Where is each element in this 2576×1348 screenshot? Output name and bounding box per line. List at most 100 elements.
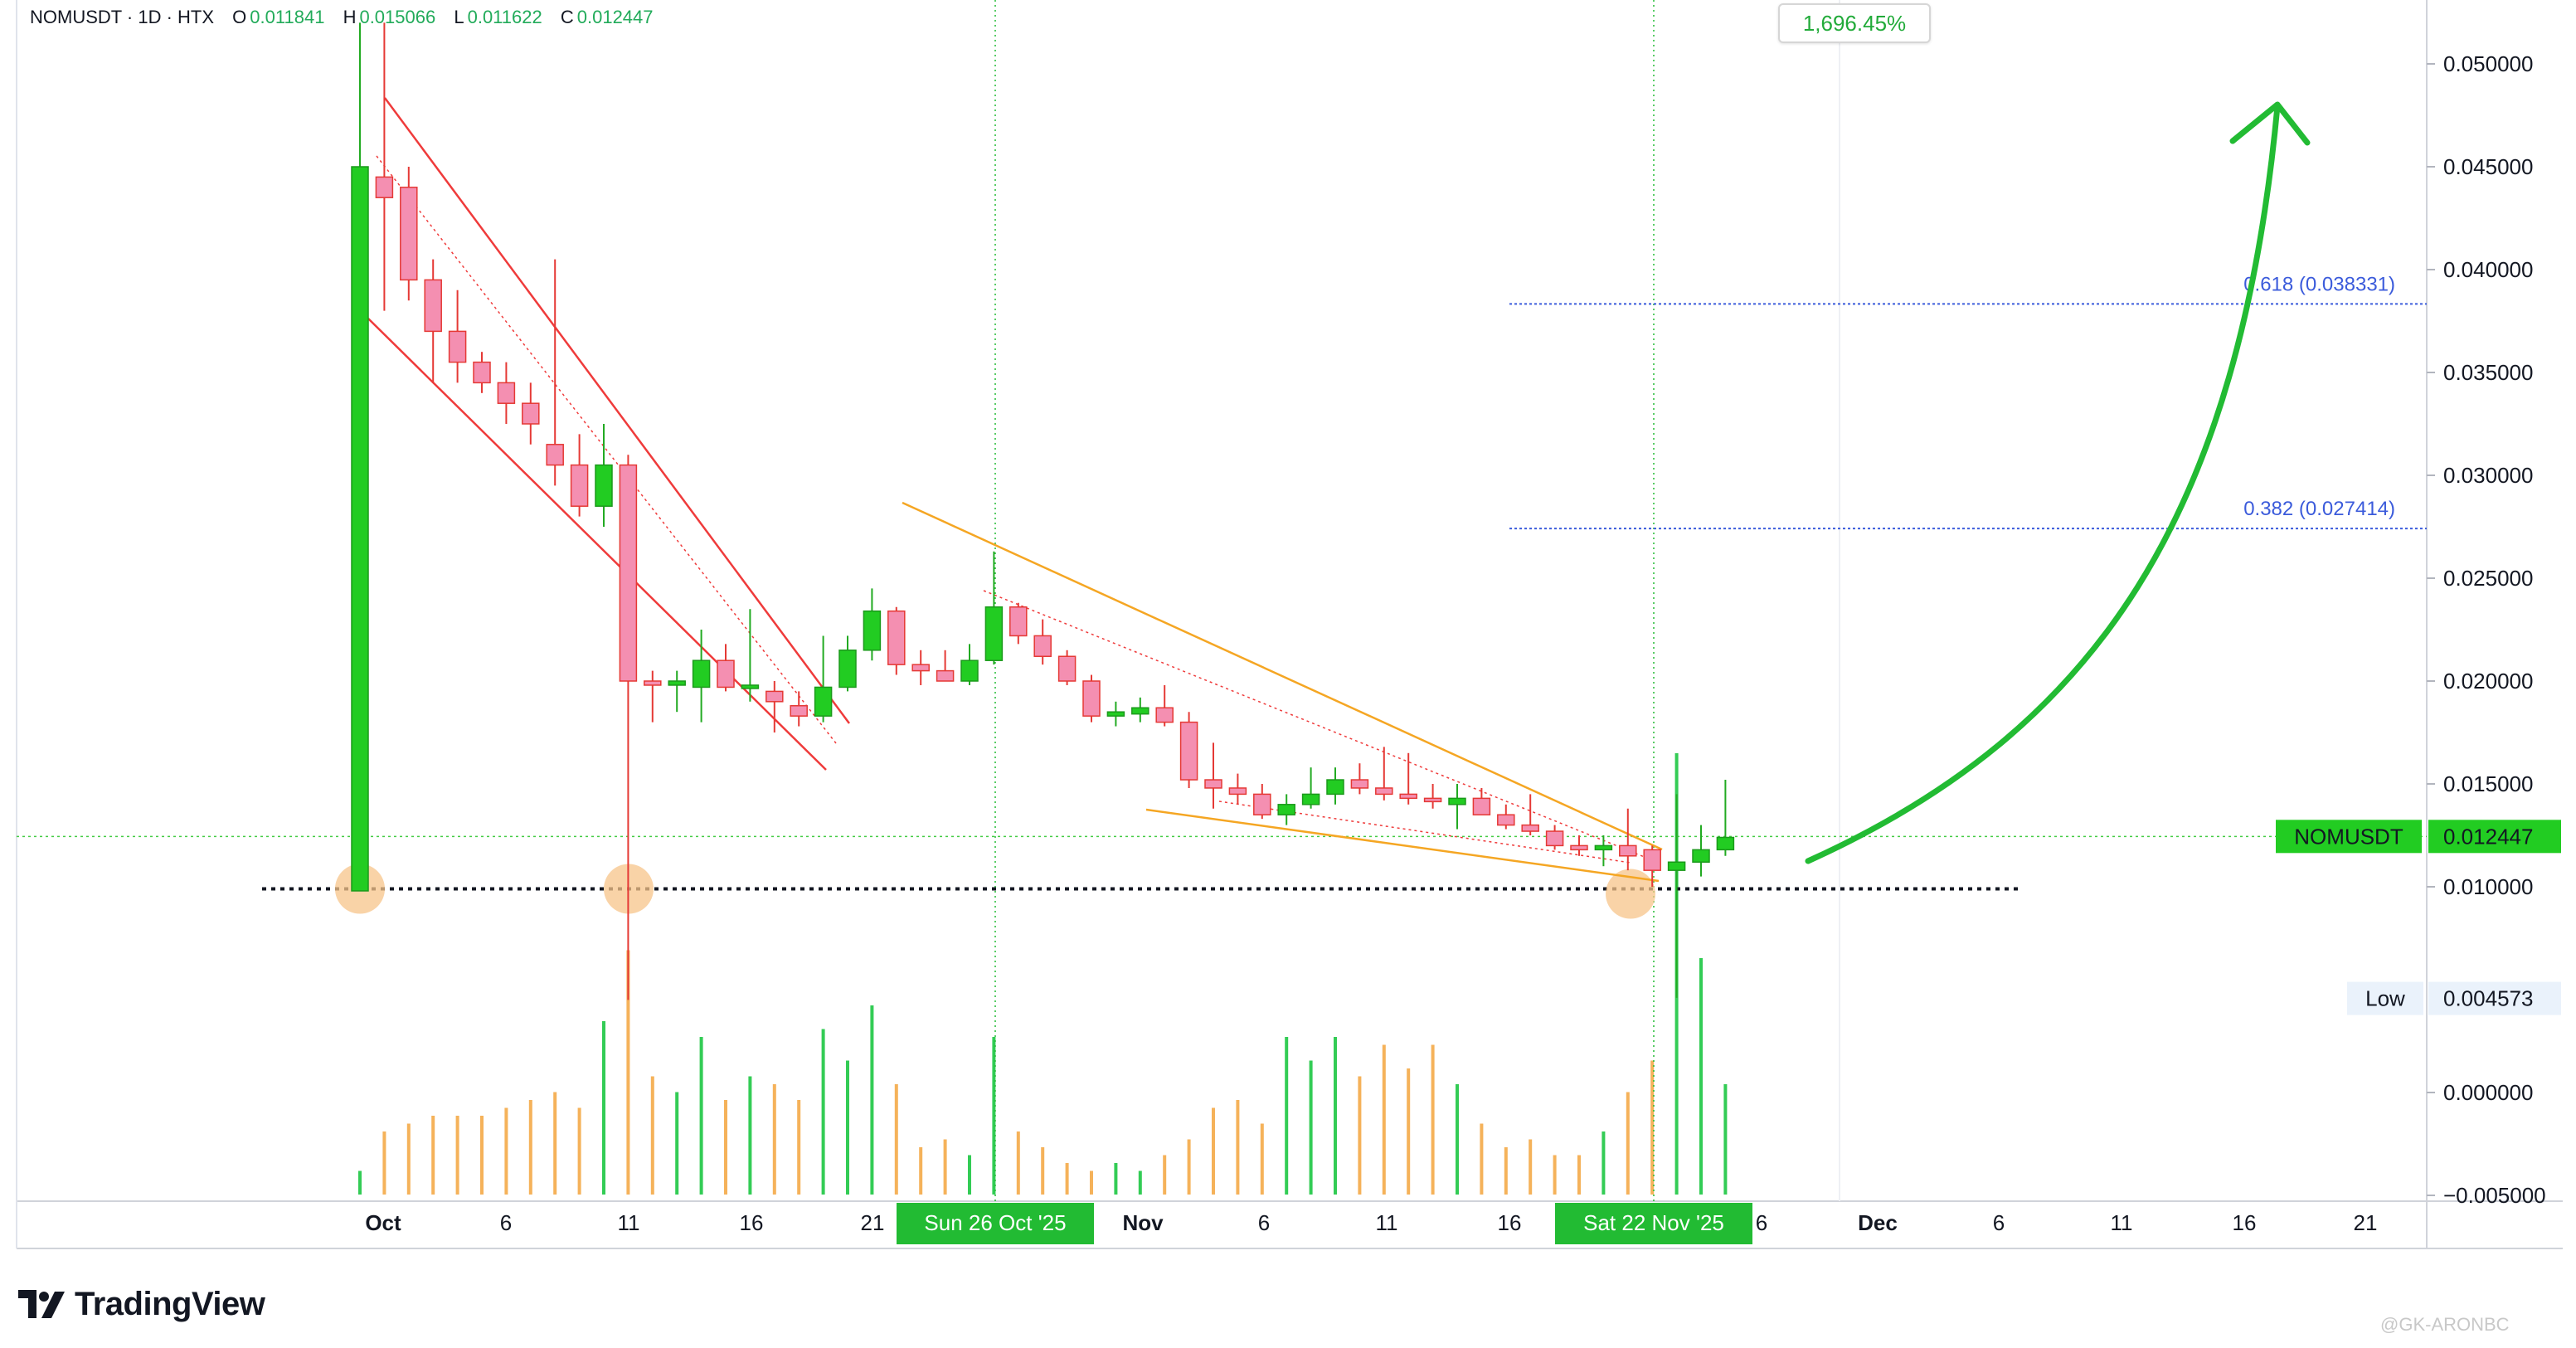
volume-bar	[1577, 1155, 1581, 1195]
symbol-price-tag-label: NOMUSDT	[2294, 824, 2403, 849]
volume-bar	[358, 1170, 362, 1195]
candle-body	[936, 669, 955, 682]
volume-bar	[1334, 1037, 1337, 1195]
volume-bar	[1138, 1170, 1142, 1195]
low-value-tag	[2428, 981, 2561, 1015]
candle-body	[1277, 804, 1295, 815]
candle-body	[473, 361, 491, 384]
volume-bar	[1285, 1037, 1289, 1195]
x-tick-label: Oct	[365, 1210, 401, 1235]
candle-body	[838, 650, 857, 689]
close-label: C	[560, 7, 574, 27]
wedge-upper-line	[902, 501, 1663, 851]
volume-bar	[1016, 1131, 1020, 1195]
y-tick-label: 0.025000	[2443, 566, 2533, 591]
volume-bar	[1553, 1155, 1557, 1195]
candle-body	[1570, 844, 1588, 851]
percent-change-badge[interactable]: 1,696.45%	[1778, 3, 1931, 43]
x-tick-label: 6	[500, 1210, 512, 1235]
channel-mid-line	[376, 155, 837, 744]
candle-body	[1667, 861, 1686, 871]
volume-bar	[1723, 1084, 1728, 1195]
fib-level-label: 0.618 (0.038331)	[2243, 273, 2395, 295]
volume-bar	[1065, 1163, 1069, 1195]
volume-bar	[968, 1155, 971, 1195]
bullish-arrow-head	[2229, 101, 2311, 146]
plot-area	[17, 0, 2427, 1201]
volume-bar	[1041, 1147, 1045, 1195]
x-tick-label: Dec	[1858, 1210, 1898, 1235]
candle-body	[1326, 779, 1344, 796]
candle-body	[570, 464, 589, 507]
volume-bar	[1212, 1107, 1215, 1195]
bullish-arrow	[1805, 103, 2281, 864]
candle-body	[1399, 793, 1417, 800]
volume-bar	[431, 1116, 435, 1195]
volume-bar	[1626, 1092, 1630, 1195]
y-tick-label: 0.020000	[2443, 669, 2533, 693]
y-tick-label: 0.030000	[2443, 463, 2533, 488]
high-value: 0.015066	[359, 7, 436, 27]
x-tick-label: 6	[1993, 1210, 2005, 1235]
candle-body	[1521, 824, 1539, 832]
volume-bar	[1358, 1076, 1362, 1195]
y-tick-label: 0.015000	[2443, 771, 2533, 796]
candle-body	[1204, 779, 1222, 789]
y-tick-label: 0.010000	[2443, 874, 2533, 899]
volume-bar	[1699, 958, 1703, 1195]
candle-body	[448, 330, 467, 363]
candle-body	[1009, 606, 1028, 637]
candle-body	[1033, 635, 1052, 657]
candle-body	[717, 659, 735, 689]
candle-body	[887, 610, 906, 665]
chart-grid	[16, 0, 2563, 1249]
x-tick-label: 6	[1756, 1210, 1767, 1235]
volume-bar	[919, 1147, 923, 1195]
volume-bar	[553, 1092, 557, 1195]
date-highlight-label: Sun 26 Oct '25	[924, 1210, 1066, 1235]
candle-body	[692, 659, 711, 689]
volume-bar	[650, 1076, 654, 1195]
y-tick-label: 0.050000	[2443, 51, 2533, 76]
close-value: 0.012447	[576, 7, 654, 27]
volume-bar	[1309, 1060, 1313, 1195]
volume-bar	[504, 1107, 508, 1195]
candle-body	[1350, 779, 1369, 789]
volume-bar	[821, 1029, 825, 1195]
tradingview-logo[interactable]: TradingView	[18, 1286, 265, 1323]
volume-bar	[724, 1100, 727, 1195]
candle-body	[1619, 844, 1637, 857]
volume-bar	[1431, 1044, 1435, 1195]
x-tick-label: 6	[1258, 1210, 1270, 1235]
volume-bar	[528, 1100, 532, 1195]
candle-body	[522, 402, 540, 425]
candle-body	[497, 382, 516, 404]
volume-bar	[1382, 1044, 1386, 1195]
volume-bar	[1187, 1139, 1191, 1195]
volume-bar	[1601, 1131, 1606, 1195]
x-tick-label: 11	[1376, 1210, 1398, 1235]
candle-body	[546, 444, 564, 466]
volume-bar	[943, 1139, 947, 1195]
volume-bar	[602, 1021, 605, 1195]
candle-body	[1375, 787, 1393, 796]
candles	[351, 22, 1735, 1000]
candle-body	[1497, 814, 1515, 826]
channel-upper-line	[383, 97, 851, 724]
volume-bar	[870, 1005, 874, 1195]
volume-bar	[1260, 1123, 1264, 1195]
y-tick-label: −0.005000	[2443, 1183, 2546, 1208]
candle-body	[1155, 707, 1174, 723]
candle-body	[375, 176, 394, 198]
wedge-lower-line	[1145, 808, 1660, 883]
volume-bar	[992, 1037, 996, 1195]
fib-level-label: 0.382 (0.027414)	[2243, 498, 2395, 520]
volume-bar	[748, 1076, 752, 1195]
volume-bar	[699, 1037, 703, 1195]
candle-body	[984, 606, 1004, 661]
volume-bar	[1456, 1084, 1459, 1195]
y-tick-label: 0.040000	[2443, 257, 2533, 282]
y-tick-label: 0.000000	[2443, 1080, 2533, 1105]
x-tick-label: 21	[2354, 1210, 2378, 1235]
